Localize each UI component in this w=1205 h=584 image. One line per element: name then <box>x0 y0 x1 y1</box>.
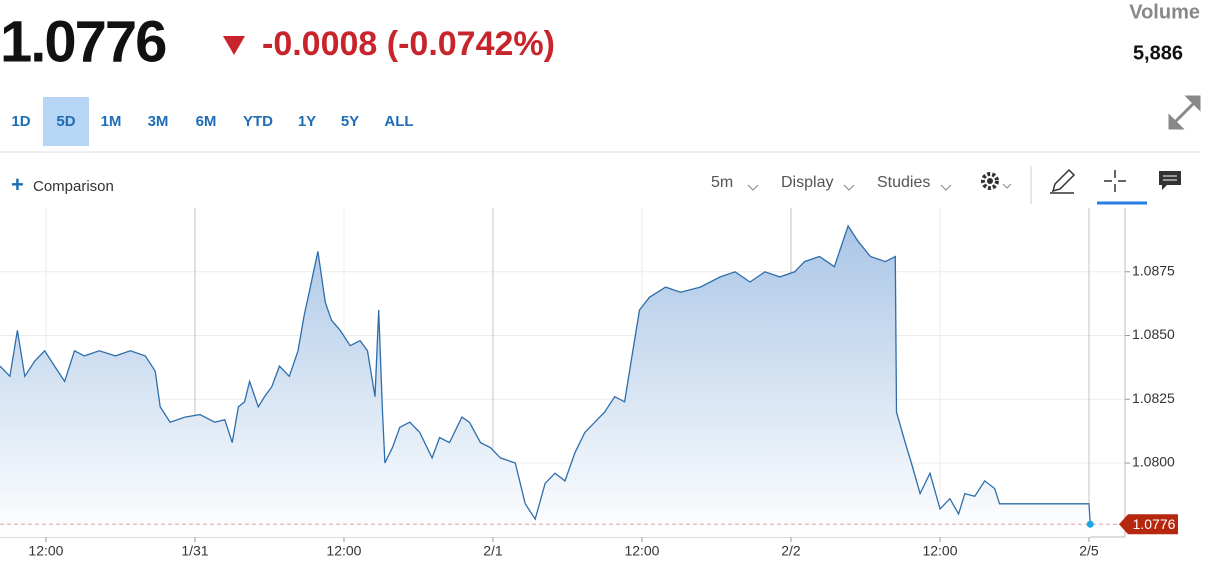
range-button[interactable]: 5Y <box>341 113 359 130</box>
x-tick-label: 1/31 <box>181 543 208 559</box>
x-tick-label: 12:00 <box>922 543 957 559</box>
draw-icon[interactable] <box>1050 168 1076 194</box>
comparison-button[interactable]: + Comparison <box>11 172 114 197</box>
y-tick-label: 1.0850 <box>1132 326 1175 342</box>
range-selected <box>43 97 89 146</box>
last-value-badge <box>1119 514 1178 535</box>
range-button[interactable]: 1M <box>101 113 122 130</box>
studies-menu[interactable]: Studies <box>877 174 930 191</box>
caret <box>940 184 952 191</box>
range-buttons: 1D 5D 1M 3M 6M YTD 1Y 5Y ALL <box>11 97 414 146</box>
x-tick-label: 2/2 <box>781 543 801 559</box>
caret <box>843 184 855 191</box>
range-button[interactable]: 5D <box>56 113 75 130</box>
range-button[interactable]: 1Y <box>298 113 316 130</box>
svg-text:+: + <box>11 172 24 197</box>
y-tick-label: 1.0875 <box>1132 262 1175 278</box>
area-fill <box>0 225 1091 537</box>
display-menu[interactable]: Display <box>781 174 833 191</box>
range-button[interactable]: ALL <box>384 113 413 130</box>
crosshair-icon[interactable] <box>1104 170 1126 192</box>
x-tick-label: 2/1 <box>483 543 503 559</box>
price-line <box>0 224 1091 525</box>
comparison-label: Comparison <box>33 178 114 195</box>
expand-icon[interactable] <box>1168 95 1201 130</box>
comment-icon[interactable] <box>1159 171 1181 190</box>
volume-label: Volume <box>1129 1 1200 23</box>
x-tick-label: 12:00 <box>28 543 63 559</box>
volume: 5,886 <box>1133 42 1183 64</box>
last-point <box>1086 520 1094 528</box>
range-button[interactable]: 3M <box>148 113 169 130</box>
caret <box>747 184 759 191</box>
y-tick-label: 1.0825 <box>1132 390 1175 406</box>
change: -0.0008 (-0.0742%) <box>262 25 555 63</box>
last-value-label: 1.0776 <box>1133 516 1176 532</box>
x-tick-label: 2/5 <box>1079 543 1099 559</box>
down-arrow <box>223 36 245 55</box>
x-tick-label: 12:00 <box>326 543 361 559</box>
range-button[interactable]: 1D <box>11 113 30 130</box>
range-button[interactable]: 6M <box>196 113 217 130</box>
range-button[interactable]: YTD <box>243 113 273 130</box>
price: 1.0776 <box>0 9 166 74</box>
chart: 1.0800 1.0825 1.0850 1.0875 12:00 1/31 12:00 2/… <box>0 208 1178 559</box>
interval-menu[interactable]: 5m <box>711 174 733 191</box>
settings-icon[interactable] <box>981 172 1012 190</box>
x-tick-label: 12:00 <box>624 543 659 559</box>
y-tick-label: 1.0800 <box>1132 454 1175 470</box>
